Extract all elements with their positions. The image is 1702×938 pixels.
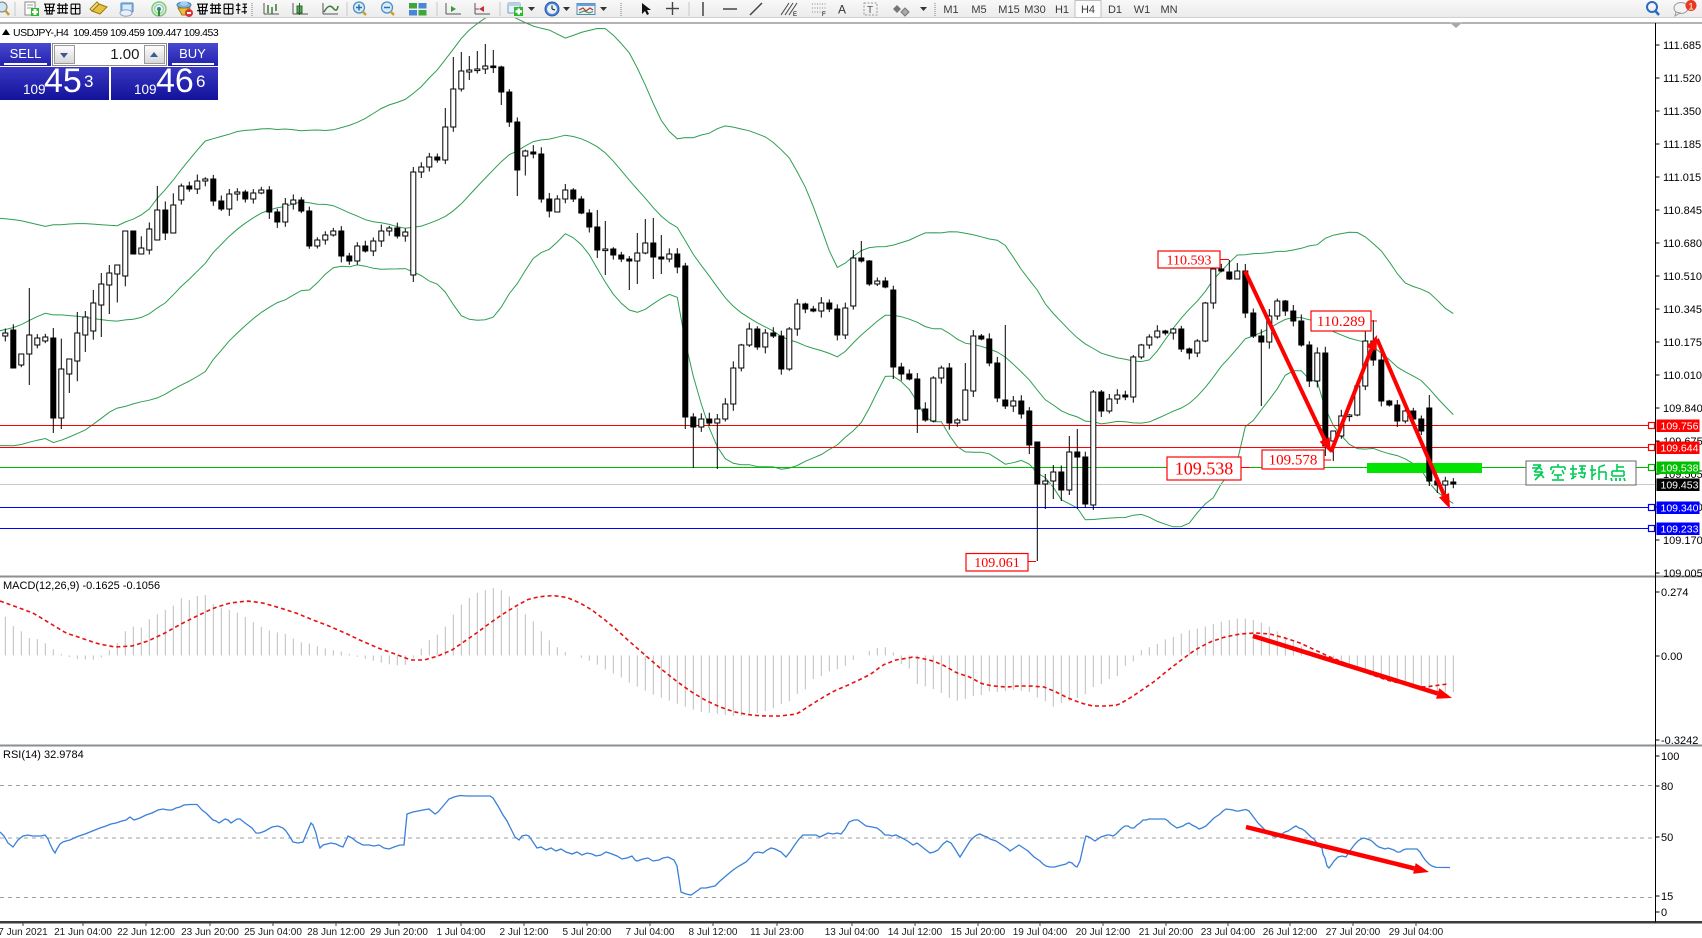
svg-text:109.644: 109.644	[1661, 442, 1699, 454]
svg-text:111.520: 111.520	[1663, 73, 1701, 85]
svg-text:109.005: 109.005	[1663, 568, 1702, 580]
svg-text:110.845: 110.845	[1663, 205, 1702, 217]
svg-text:109.340: 109.340	[1661, 502, 1699, 514]
svg-text:USDJPY-,H4 109.459 109.459 10: USDJPY-,H4 109.459 109.459 109.447 109.4…	[13, 27, 219, 38]
svg-text:21 Jul 20:00: 21 Jul 20:00	[1139, 927, 1194, 938]
svg-text:M5: M5	[971, 4, 986, 16]
svg-text:W1: W1	[1134, 4, 1151, 16]
svg-text:23 Jun 20:00: 23 Jun 20:00	[181, 927, 239, 938]
svg-text:29 Jun 20:00: 29 Jun 20:00	[370, 927, 428, 938]
svg-text:M30: M30	[1024, 4, 1045, 16]
svg-text:23 Jul 04:00: 23 Jul 04:00	[1201, 927, 1256, 938]
svg-text:11 Jul 23:00: 11 Jul 23:00	[750, 927, 804, 938]
svg-text:D1: D1	[1108, 4, 1122, 16]
svg-text:T: T	[867, 5, 873, 16]
svg-text:F: F	[822, 12, 826, 18]
svg-text:110.680: 110.680	[1663, 238, 1702, 250]
svg-text:109.756: 109.756	[1661, 420, 1699, 432]
svg-text:M15: M15	[998, 4, 1019, 16]
svg-text:111.015: 111.015	[1663, 172, 1701, 184]
svg-text:13 Jul 04:00: 13 Jul 04:00	[825, 927, 880, 938]
svg-text:-0.3242: -0.3242	[1661, 735, 1698, 747]
svg-text:7 Jul 04:00: 7 Jul 04:00	[626, 927, 675, 938]
svg-text:0: 0	[1661, 907, 1667, 919]
svg-text:7 Jun 2021: 7 Jun 2021	[0, 927, 48, 938]
svg-text:109.578: 109.578	[1269, 453, 1318, 469]
svg-text:100: 100	[1661, 751, 1679, 763]
svg-text:50: 50	[1661, 832, 1673, 844]
svg-text:109.061: 109.061	[974, 556, 1020, 571]
svg-text:8 Jul 12:00: 8 Jul 12:00	[689, 927, 738, 938]
svg-text:20 Jul 12:00: 20 Jul 12:00	[1076, 927, 1131, 938]
svg-text:2 Jul 12:00: 2 Jul 12:00	[500, 927, 549, 938]
svg-text:21 Jun 04:00: 21 Jun 04:00	[54, 927, 112, 938]
svg-text:0.274: 0.274	[1661, 587, 1689, 599]
svg-text:0.00: 0.00	[1661, 651, 1682, 663]
svg-text:A: A	[838, 3, 846, 17]
svg-text:E: E	[793, 12, 797, 18]
svg-text:109.453: 109.453	[1661, 479, 1699, 491]
svg-text:MN: MN	[1160, 4, 1177, 16]
svg-text:109.233: 109.233	[1661, 523, 1699, 535]
svg-text:26 Jul 12:00: 26 Jul 12:00	[1263, 927, 1318, 938]
svg-text:14 Jul 12:00: 14 Jul 12:00	[888, 927, 943, 938]
svg-text:29 Jul 04:00: 29 Jul 04:00	[1389, 927, 1444, 938]
svg-text:110.345: 110.345	[1663, 304, 1702, 316]
svg-text:80: 80	[1661, 781, 1673, 793]
svg-text:5 Jul 20:00: 5 Jul 20:00	[563, 927, 612, 938]
svg-text:109.538: 109.538	[1661, 462, 1699, 474]
svg-text:19 Jul 04:00: 19 Jul 04:00	[1013, 927, 1068, 938]
svg-text:111.685: 111.685	[1663, 40, 1701, 52]
svg-text:22 Jun 12:00: 22 Jun 12:00	[117, 927, 175, 938]
svg-text:110.510: 110.510	[1663, 271, 1702, 283]
svg-text:25 Jun 04:00: 25 Jun 04:00	[244, 927, 302, 938]
svg-text:M1: M1	[943, 4, 958, 16]
svg-text:111.185: 111.185	[1663, 139, 1701, 151]
svg-text:27 Jul 20:00: 27 Jul 20:00	[1326, 927, 1381, 938]
svg-text:28 Jun 12:00: 28 Jun 12:00	[307, 927, 365, 938]
svg-text:H4: H4	[1081, 4, 1095, 16]
svg-text:109.840: 109.840	[1663, 403, 1702, 415]
svg-text:1: 1	[1688, 2, 1693, 13]
svg-text:110.175: 110.175	[1663, 337, 1702, 349]
svg-text:110.010: 110.010	[1663, 370, 1702, 382]
svg-text:H1: H1	[1055, 4, 1069, 16]
svg-text:15 Jul 20:00: 15 Jul 20:00	[951, 927, 1006, 938]
svg-text:15: 15	[1661, 891, 1673, 903]
svg-text:109.538: 109.538	[1175, 459, 1234, 479]
svg-text:1 Jul 04:00: 1 Jul 04:00	[437, 927, 486, 938]
svg-text:111.350: 111.350	[1663, 106, 1701, 118]
svg-text:110.289: 110.289	[1317, 314, 1365, 330]
svg-text:109.170: 109.170	[1663, 535, 1702, 547]
svg-text:110.593: 110.593	[1167, 253, 1212, 268]
